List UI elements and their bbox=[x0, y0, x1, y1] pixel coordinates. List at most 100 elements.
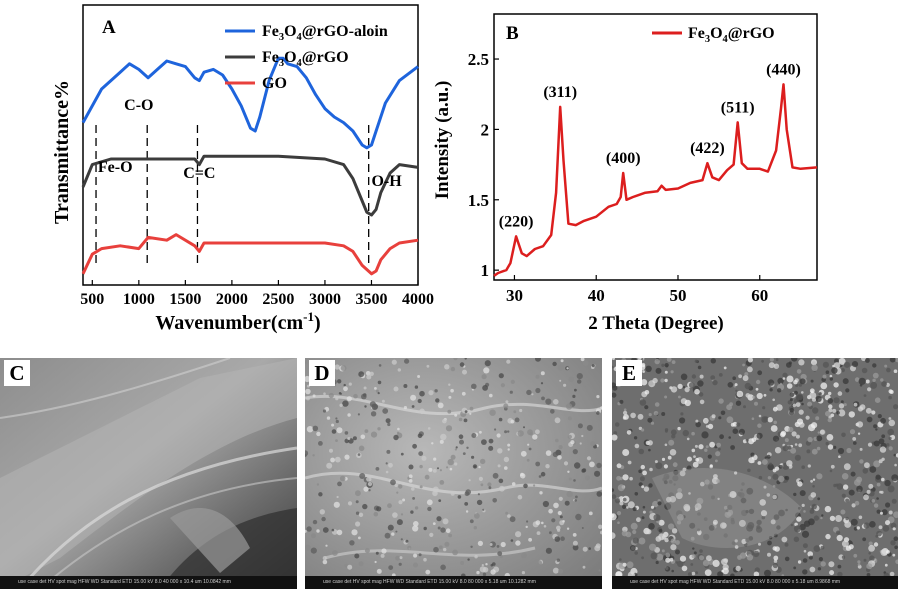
sem-particle bbox=[483, 367, 490, 374]
sem-particle bbox=[890, 540, 896, 546]
sem-particle bbox=[738, 374, 742, 379]
sem-particle bbox=[653, 514, 661, 522]
sem-particle bbox=[623, 414, 629, 420]
sem-particle bbox=[386, 449, 391, 454]
sem-particle bbox=[666, 358, 672, 362]
sem-particle bbox=[567, 434, 572, 439]
sem-particle bbox=[340, 365, 347, 371]
sem-particle bbox=[869, 466, 877, 473]
sem-particle bbox=[586, 456, 592, 461]
sem-particle bbox=[786, 460, 793, 467]
sem-particle bbox=[773, 420, 777, 425]
sem-particle bbox=[528, 537, 532, 542]
sem-particle bbox=[649, 467, 653, 472]
sem-particle bbox=[442, 418, 447, 424]
ftir-series-line-0 bbox=[81, 56, 419, 150]
sem-particle bbox=[397, 427, 400, 431]
sem-image-e: E use case det HV spot mag HFW WD Standa… bbox=[612, 358, 898, 589]
sem-particle bbox=[773, 555, 779, 561]
sem-particle bbox=[328, 392, 334, 399]
sem-particle bbox=[400, 513, 404, 516]
sem-particle bbox=[888, 419, 896, 427]
sem-particle bbox=[796, 369, 802, 374]
ftir-series-line-1 bbox=[81, 154, 419, 217]
sem-particle bbox=[520, 450, 527, 457]
sem-particle bbox=[305, 450, 309, 457]
sem-particle bbox=[319, 509, 325, 515]
sem-particle bbox=[807, 464, 811, 468]
ftir-x-tick-label: 500 bbox=[80, 291, 104, 308]
sem-particle bbox=[335, 397, 339, 401]
sem-particle bbox=[612, 382, 616, 388]
sem-particle bbox=[452, 549, 458, 556]
sem-particle bbox=[652, 500, 659, 508]
sem-particle bbox=[881, 381, 887, 387]
sem-particle bbox=[888, 436, 892, 440]
sem-particle bbox=[392, 512, 398, 518]
sem-particle bbox=[784, 475, 790, 481]
sem-particle bbox=[337, 481, 342, 487]
sem-particle bbox=[812, 397, 816, 402]
sem-particle bbox=[668, 523, 675, 530]
sem-particle bbox=[745, 510, 749, 514]
sem-particle bbox=[567, 470, 570, 473]
sem-particle bbox=[535, 560, 543, 567]
sem-particle bbox=[808, 555, 813, 560]
sem-particle bbox=[641, 556, 644, 560]
sem-particle bbox=[380, 553, 385, 558]
sem-particle bbox=[622, 474, 629, 481]
sem-particle bbox=[759, 499, 766, 506]
sem-particle bbox=[875, 474, 881, 480]
sem-particle bbox=[395, 530, 398, 533]
sem-particle bbox=[715, 459, 718, 463]
sem-particle bbox=[782, 377, 786, 380]
sem-particle bbox=[722, 567, 729, 575]
sem-particle bbox=[675, 540, 680, 545]
sem-particle bbox=[889, 390, 894, 394]
sem-particle bbox=[873, 542, 879, 547]
sem-image-e-info-bar: use case det HV spot mag HFW WD Standard… bbox=[612, 576, 898, 589]
sem-particle bbox=[470, 545, 473, 548]
sem-particle bbox=[798, 359, 805, 366]
sem-image-d-info-bar: use case det HV spot mag HFW WD Standard… bbox=[305, 576, 602, 589]
sem-particle bbox=[818, 557, 823, 562]
sem-particle bbox=[868, 483, 874, 489]
sem-particle bbox=[594, 470, 601, 477]
sem-particle bbox=[450, 388, 454, 393]
sem-particle bbox=[393, 434, 399, 441]
sem-particle bbox=[551, 518, 556, 523]
sem-particle bbox=[801, 530, 810, 538]
sem-particle bbox=[347, 564, 353, 570]
sem-particle bbox=[331, 528, 335, 532]
sem-particle bbox=[793, 525, 802, 533]
sem-particle bbox=[633, 436, 638, 440]
ftir-legend-label-part: 4 bbox=[297, 58, 302, 69]
xrd-legend-label-part: 4 bbox=[723, 34, 728, 45]
xrd-ticks: 30 40 50 60 1 1.5 2 2.5 bbox=[468, 50, 769, 305]
sem-particle bbox=[471, 433, 477, 438]
sem-particle bbox=[859, 459, 864, 464]
sem-particle bbox=[398, 500, 403, 505]
sem-particle bbox=[670, 538, 677, 544]
sem-particle bbox=[418, 451, 424, 456]
sem-particle bbox=[790, 523, 794, 527]
sem-particle bbox=[757, 461, 762, 465]
sem-particle bbox=[498, 478, 504, 484]
sem-particle bbox=[777, 388, 782, 393]
sem-particle bbox=[358, 371, 365, 378]
sem-particle bbox=[447, 458, 454, 466]
sem-particle bbox=[822, 361, 829, 368]
sem-particle bbox=[642, 370, 645, 373]
sem-particle bbox=[840, 368, 845, 373]
sem-particle bbox=[349, 540, 355, 546]
sem-particle bbox=[489, 541, 496, 548]
sem-particle bbox=[889, 571, 895, 577]
sem-particle bbox=[572, 540, 578, 546]
sem-particle bbox=[400, 452, 404, 456]
sem-particle bbox=[692, 547, 695, 550]
sem-particle bbox=[478, 465, 481, 469]
sem-particle bbox=[369, 371, 374, 376]
sem-particle bbox=[663, 480, 668, 485]
sem-particle bbox=[750, 459, 755, 464]
sem-particle bbox=[629, 476, 633, 481]
